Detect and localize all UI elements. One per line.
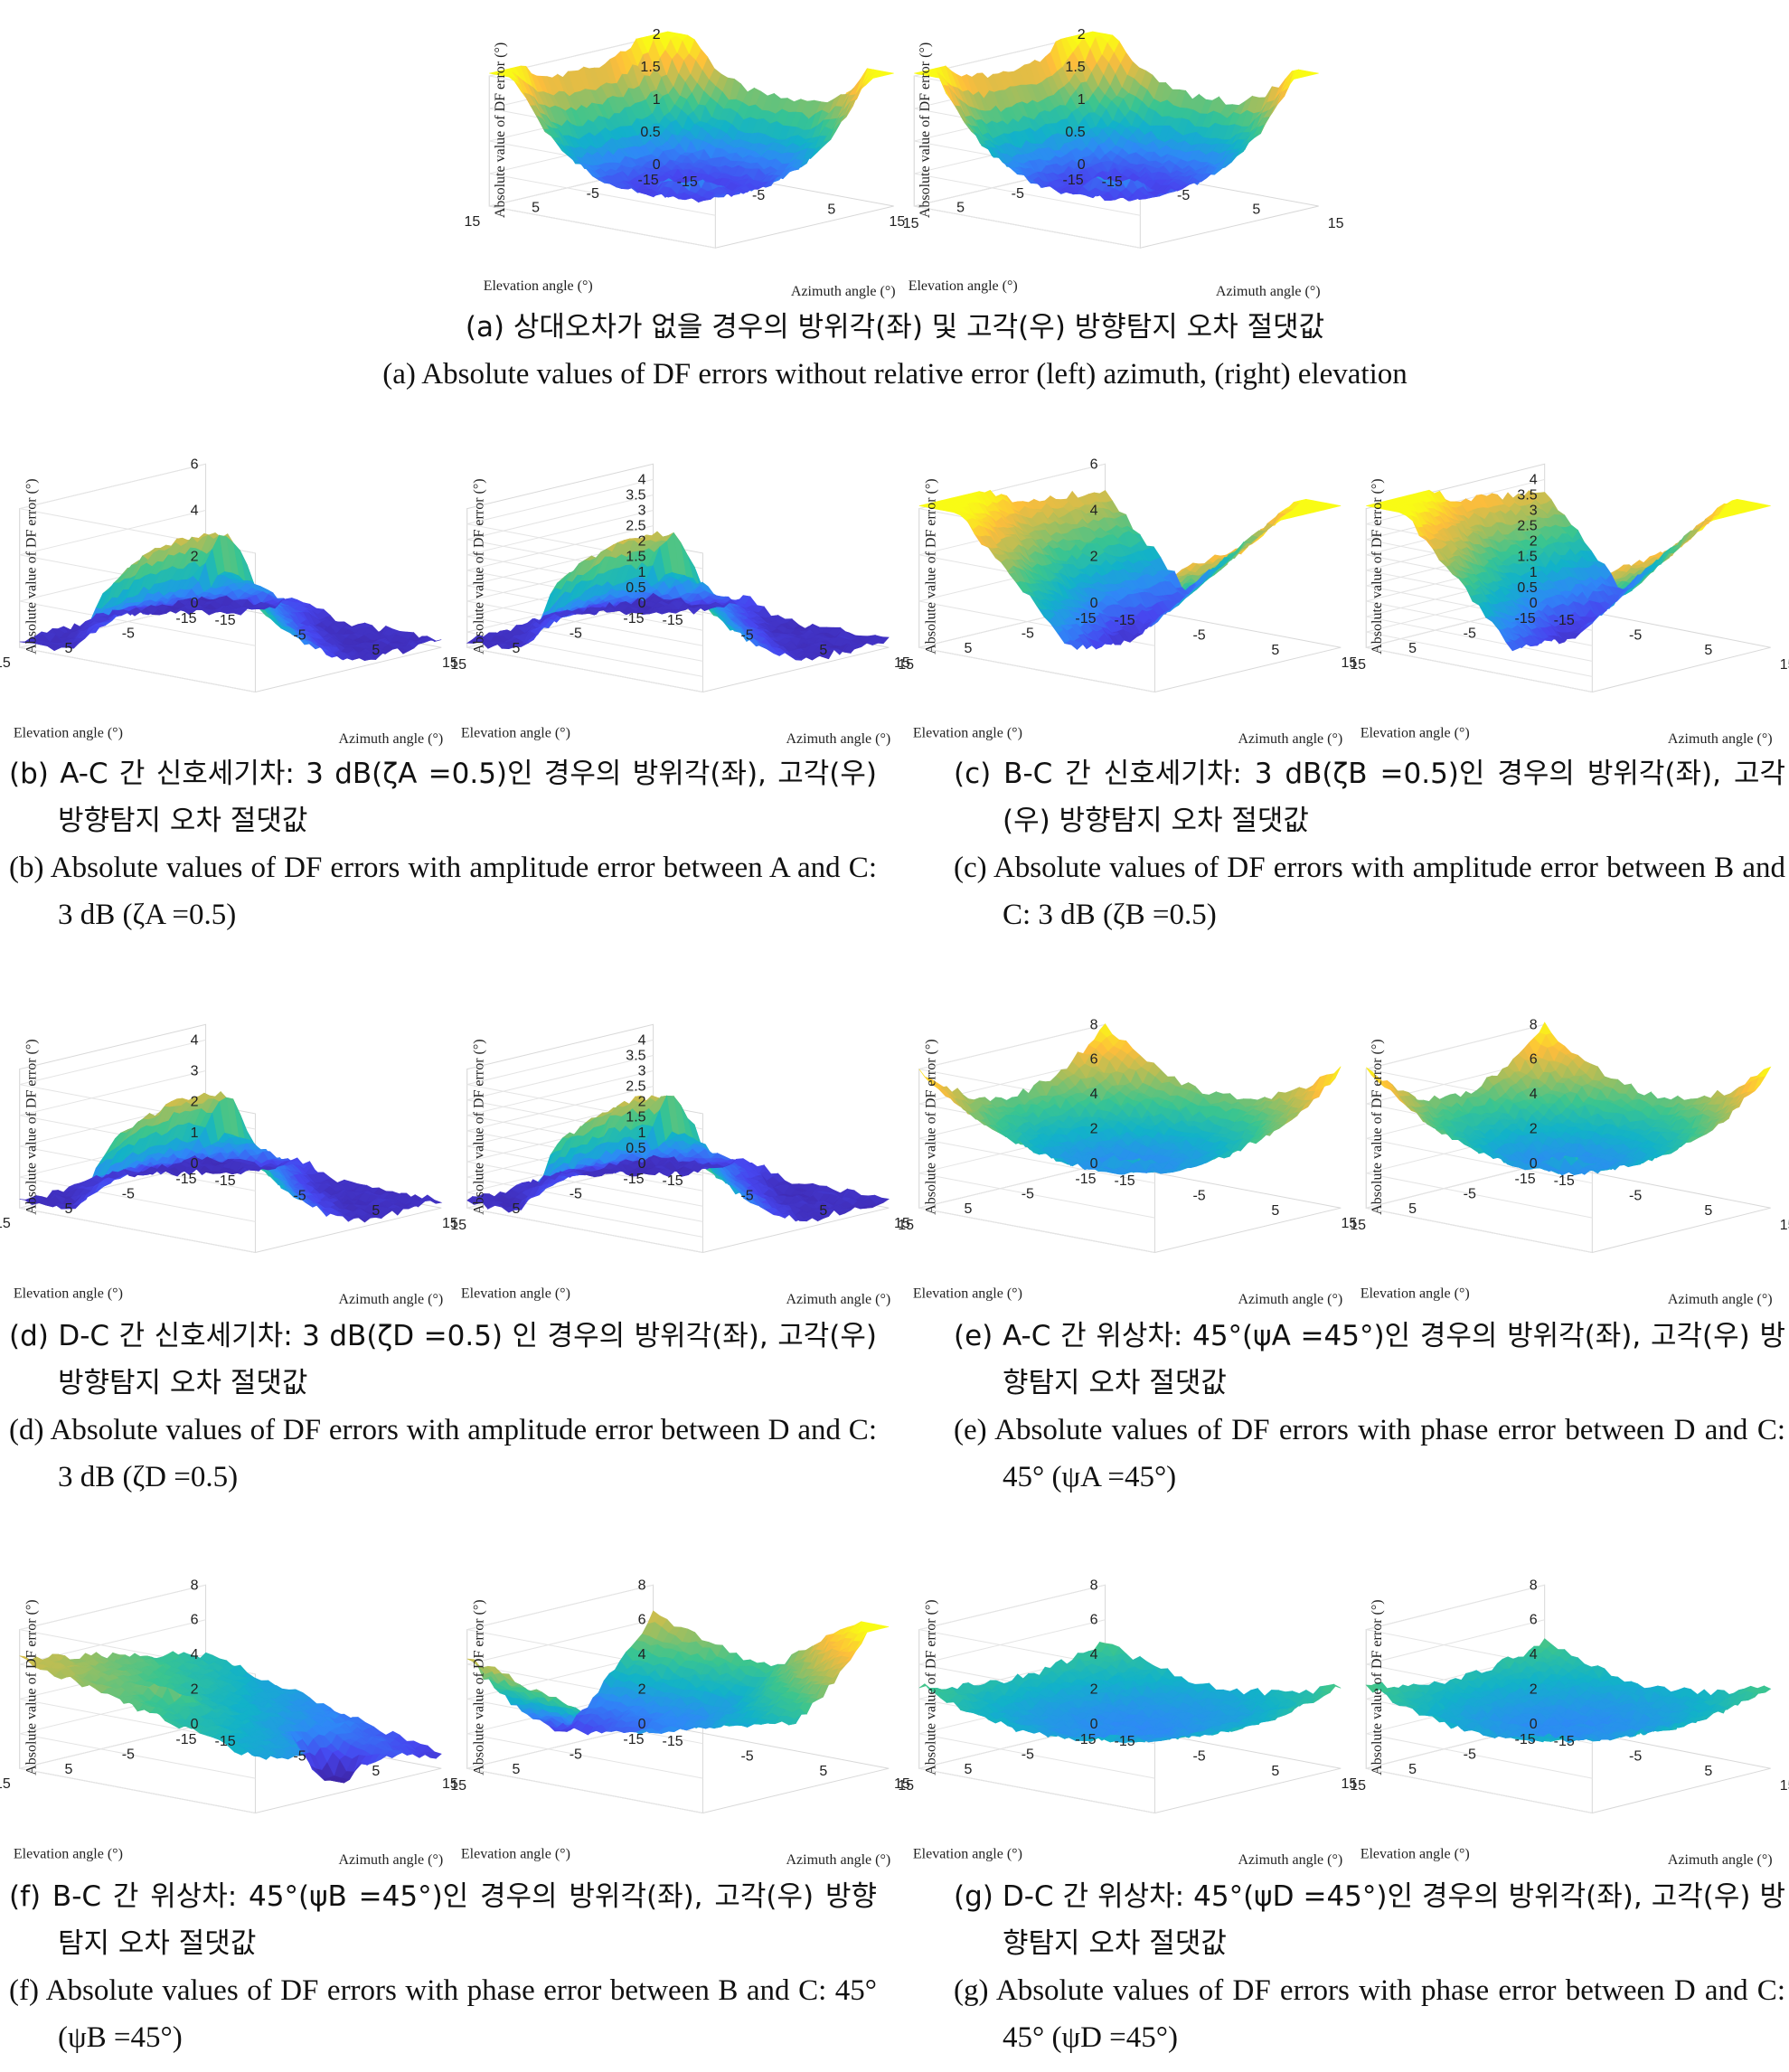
elevation-tick-label: -5 — [122, 626, 135, 641]
surface-cell — [1087, 31, 1100, 34]
caption-a-en: (a) Absolute values of DF errors without… — [382, 358, 1408, 391]
azimuth-tick-label: 15 — [898, 657, 914, 673]
z-tick-label: 6 — [191, 457, 199, 472]
plot-a-left: 0 0.5 1 1.5 2 15 -15 5 -5 -5 5 -15 15 Absolute value … — [464, 27, 918, 299]
z-ticks: 0 0.5 1 1.5 2 — [1065, 27, 1085, 173]
z-tick-label: 1 — [653, 92, 661, 108]
z-tick-label: 3.5 — [626, 487, 645, 503]
azimuth-tick-label: 15 — [903, 216, 919, 231]
plot-b-right: 0 0.5 1 1.5 2 2.5 3 3.5 4 15 -15 5 -5 -5 5 -15 15 Absolut… — [442, 457, 914, 747]
elevation-tick-label: 5 — [956, 201, 965, 216]
elevation-tick-label: -15 — [623, 611, 644, 626]
z-ticks: 00.511.522.533.54 — [626, 472, 645, 611]
z-axis-label: Absolute value of DF error (°) — [493, 42, 508, 218]
plot-c-left: 0 2 4 6 15 -15 5 -5 -5 5 -15 15 Absolute value of DF… — [894, 457, 1366, 746]
elevation-tick-label: 15 — [889, 214, 905, 230]
azimuth-axis-label: Azimuth angle (°) — [791, 284, 896, 299]
azimuth-tick-label: -5 — [740, 627, 753, 643]
elevation-tick-label: -15 — [175, 611, 196, 626]
z-axis-label: Absolute value of DF error (°) — [918, 42, 933, 218]
z-tick-label: 0.5 — [626, 580, 645, 596]
elevation-tick-label: -5 — [1012, 186, 1024, 202]
surface-cell — [647, 592, 661, 599]
azimuth-tick-label: -5 — [752, 188, 765, 203]
z-tick-label: 1 — [1078, 92, 1086, 108]
surface-mesh — [489, 31, 894, 203]
z-tick-label: 4 — [191, 504, 199, 519]
z-tick-label: 2 — [1078, 27, 1086, 42]
elevation-tick-label: 5 — [512, 641, 520, 656]
azimuth-tick-label: -15 — [677, 174, 698, 190]
z-tick-label: 2 — [638, 534, 646, 550]
elevation-tick-label: 5 — [64, 641, 72, 656]
caption-a: (a) 상대오차가 없을 경우의 방위각(좌) 및 고각(우) 방향탐지 오차 … — [271, 304, 1519, 398]
surface-cell — [200, 598, 213, 602]
z-tick-label: 0 — [653, 157, 661, 173]
surface-plot-b-right: 00.511.522.533.54 15 -15 5 -5 -5 5 -15 15 Absolut… — [442, 463, 914, 747]
plot-a-right: 0 0.5 1 1.5 2 15 -15 5 -5 -5 5 -15 15 Absolute value … — [889, 27, 1343, 299]
azimuth-tick-label: 15 — [450, 657, 466, 673]
elevation-tick-label: 5 — [532, 201, 540, 216]
azimuth-tick-label: -5 — [293, 627, 306, 643]
z-tick-label: 0.5 — [1065, 125, 1085, 140]
elevation-tick-label: -15 — [1063, 173, 1084, 188]
elevation-axis-label: Elevation angle (°) — [484, 278, 593, 294]
z-ticks: 0 2 4 6 — [191, 457, 199, 611]
elevation-tick-label: 15 — [464, 214, 480, 230]
caption-a-ko: (a) 상대오차가 없을 경우의 방위각(좌) 및 고각(우) 방향탐지 오차 … — [465, 311, 1325, 344]
elevation-axis-label: Elevation angle (°) — [461, 725, 570, 740]
elevation-tick-label: 15 — [0, 655, 11, 671]
z-tick-label: 1.5 — [626, 550, 645, 565]
z-ticks: 0 0.5 1 1.5 2 — [640, 27, 660, 173]
z-tick-label: 0 — [191, 596, 199, 611]
surface-plot-b-left: 0 2 4 6 15 -15 5 -5 -5 5 -15 15 Absolute value of DF… — [0, 457, 466, 747]
z-tick-label: 2 — [653, 27, 661, 42]
z-tick-label: 0.5 — [640, 125, 660, 140]
azimuth-tick-label: 5 — [819, 643, 827, 658]
z-tick-label: 1 — [638, 565, 646, 580]
azimuth-tick-label: 5 — [372, 643, 380, 658]
azimuth-tick-label: -15 — [663, 613, 683, 628]
azimuth-tick-label: -15 — [1102, 174, 1123, 190]
z-tick-label: 0 — [1078, 157, 1086, 173]
surface-mesh — [918, 489, 1342, 650]
azimuth-axis-label: Azimuth angle (°) — [338, 731, 443, 747]
z-tick-label: 1.5 — [1065, 60, 1085, 75]
z-tick-label: 2 — [191, 550, 199, 565]
z-tick-label: 2.5 — [626, 519, 645, 534]
surface-cell — [662, 31, 675, 34]
elevation-tick-label: -5 — [587, 186, 599, 202]
z-axis-label: Absolute value of DF error (°) — [471, 478, 486, 654]
azimuth-tick-label: 15 — [1328, 216, 1344, 231]
surface-mesh — [19, 532, 442, 662]
z-axis-label: Absolute value of DF error (°) — [24, 478, 39, 654]
z-tick-label: 0 — [638, 596, 646, 611]
azimuth-axis-label: Azimuth angle (°) — [1216, 284, 1321, 299]
z-tick-label: 1.5 — [640, 60, 660, 75]
elevation-tick-label: 15 — [442, 655, 458, 671]
azimuth-axis-label: Azimuth angle (°) — [786, 731, 890, 747]
surface-mesh — [466, 531, 890, 661]
plot-b-left: 0 2 4 6 15 -15 5 -5 -5 5 -15 15 Absolute value of DF… — [0, 457, 466, 747]
z-tick-label: 3 — [638, 504, 646, 519]
elevation-tick-label: -5 — [570, 626, 582, 641]
elevation-tick-label: -15 — [638, 173, 659, 188]
z-tick-label: 4 — [638, 472, 646, 487]
surface-plot-a-left: 0 0.5 1 1.5 2 15 -15 5 -5 -5 5 -15 15 Absolute value … — [464, 27, 918, 299]
elevation-axis-label: Elevation angle (°) — [909, 278, 1018, 294]
azimuth-tick-label: 5 — [1252, 202, 1260, 218]
elevation-axis-label: Elevation angle (°) — [14, 725, 123, 740]
surface-mesh — [914, 31, 1319, 202]
azimuth-tick-label: -15 — [215, 613, 236, 628]
azimuth-tick-label: -5 — [1177, 188, 1190, 203]
azimuth-tick-label: 5 — [827, 202, 835, 218]
